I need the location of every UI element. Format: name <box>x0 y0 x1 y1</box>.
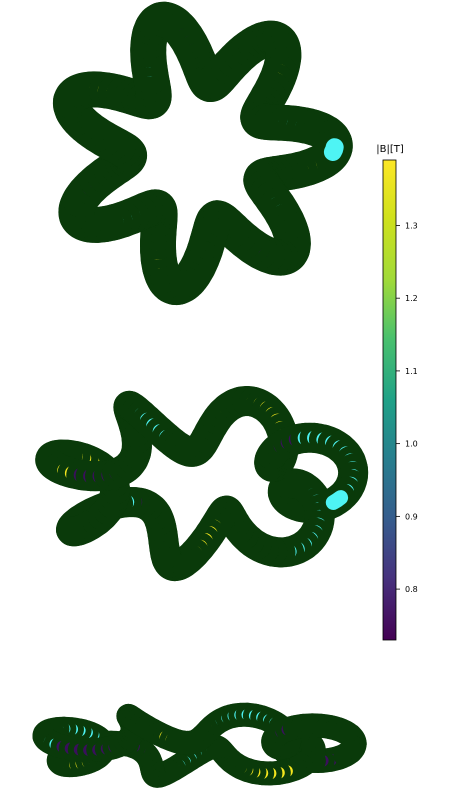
coil-band <box>339 745 357 761</box>
coil-band <box>323 138 344 161</box>
colorbar-ticks: 1.3 1.2 1.1 1.0 0.9 0.8 <box>396 221 418 594</box>
colorbar-label: |B|[T] <box>376 144 404 155</box>
colorbar: |B|[T] 1.3 1.2 1.1 1.0 0.9 0.8 <box>376 144 418 641</box>
colorbar-bar <box>382 159 397 641</box>
colorbar-tick-label: 1.0 <box>405 440 418 449</box>
side-view-coil <box>32 702 367 788</box>
oblique-view-coil <box>35 386 369 582</box>
colorbar-tick-label: 0.9 <box>405 512 418 521</box>
colorbar-tick-label: 0.8 <box>405 585 418 594</box>
colorbar-tick-label: 1.1 <box>405 367 418 376</box>
colorbar-tick-label: 1.3 <box>405 221 418 230</box>
top-view-coil <box>52 1 353 306</box>
colorbar-tick-label: 1.2 <box>405 294 418 303</box>
coil-band <box>325 490 349 510</box>
